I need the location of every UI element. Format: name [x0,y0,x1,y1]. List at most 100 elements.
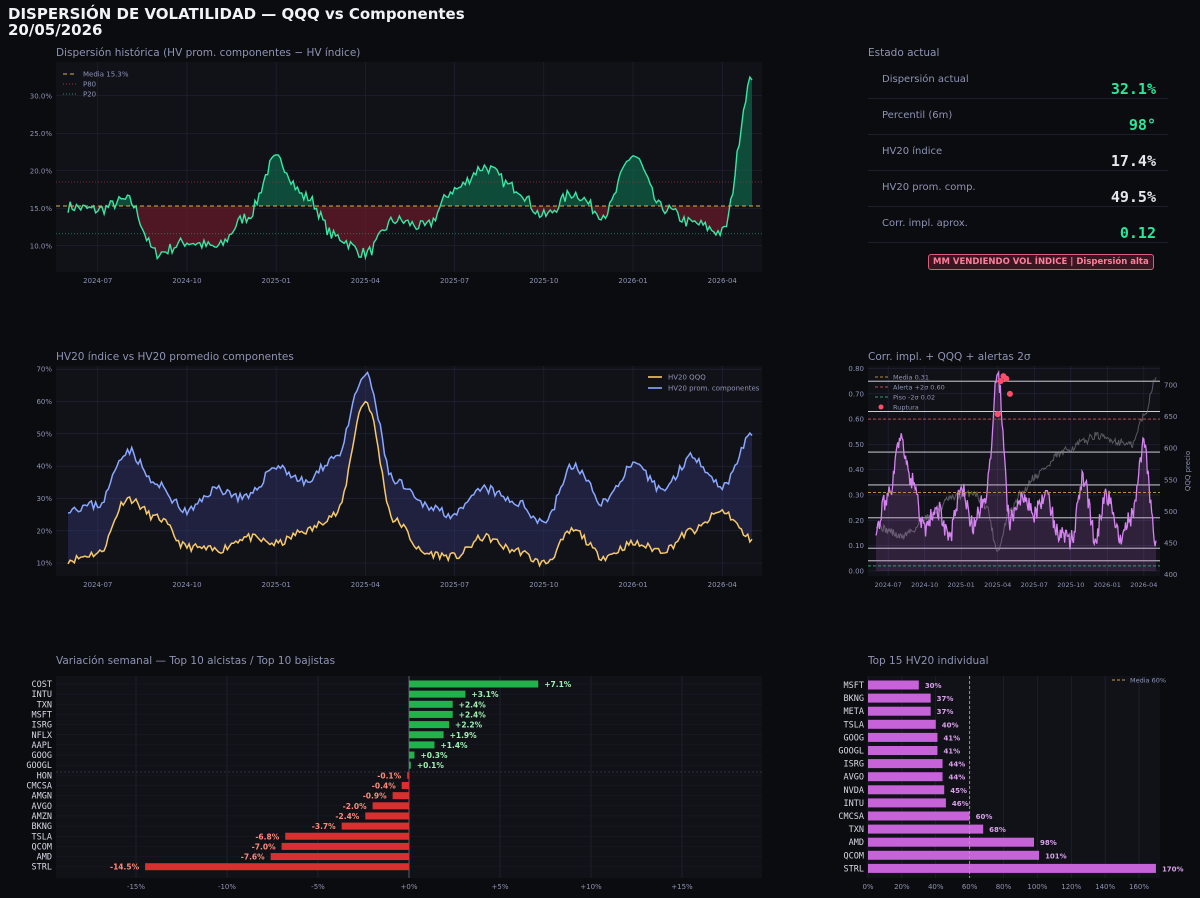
status-label: HV20 índice [882,146,943,157]
top15-category-label: AMD [849,838,864,848]
top15-value-label: 37% [937,708,954,716]
x-tick-label: 100% [1027,883,1047,891]
hv-plot-area [56,366,762,576]
y2-tick-label: 450 [1164,540,1177,548]
y2-tick-label: 600 [1164,445,1177,453]
top15-value-label: 68% [989,826,1006,834]
legend-label: Alerta +2σ 0.60 [893,384,945,392]
y-tick-label: 60% [36,398,52,406]
x-tick-label: 2025-01 [948,581,975,589]
hv-qqq-line [67,400,753,568]
top15-category-label: NVDA [844,786,864,796]
legend-label: P80 [83,81,96,89]
x-tick-label: 2025-01 [262,277,291,285]
weekly-category-label: AAPL [32,741,52,751]
top15-value-label: 46% [952,800,969,808]
top15-category-label: BKNG [844,694,864,704]
legend-label: Ruptura [893,404,919,412]
title-text: DISPERSIÓN DE VOLATILIDAD — QQQ vs Compo… [8,5,465,23]
x-tick-label: 140% [1095,883,1115,891]
top15-value-label: 44% [949,761,966,769]
y-tick-label: 0.50 [848,441,864,449]
top15-category-label: INTU [844,799,864,809]
hv-spread-band [68,372,752,566]
y2-tick-label: 700 [1164,381,1177,389]
x-tick-label: 120% [1061,883,1081,891]
x-tick-label: 2024-07 [875,581,902,589]
weekly-value-label: +3.1% [471,690,499,699]
weekly-category-label: AMZN [32,812,52,822]
status-label: HV20 prom. comp. [882,182,976,193]
legend-label: Piso -2σ 0.02 [893,394,935,402]
weekly-value-label: -7.6% [241,853,265,862]
y-tick-label: 10% [36,560,52,568]
status-divider [868,242,1168,243]
top15-value-label: 45% [950,787,967,795]
x-tick-label: 20% [894,883,910,891]
top15-value-label: 60% [976,813,993,821]
y-tick-label: 30.0% [30,92,53,100]
x-tick-label: 2025-10 [529,581,558,589]
top15-value-label: 101% [1045,852,1067,860]
weekly-bar [392,792,409,800]
corr-panel-title: Corr. impl. + QQQ + alertas 2σ [868,351,1031,363]
weekly-value-label: -14.5% [110,863,140,872]
hv-bar [868,863,1156,873]
weekly-category-label: HON [37,771,52,781]
weekly-bar [365,812,409,820]
legend-label: Media 0.31 [893,374,929,382]
weekly-category-label: TSLA [32,832,52,842]
status-value: 0.12 [1119,224,1156,242]
hv-bar [868,811,970,821]
x-tick-label: 2025-10 [529,277,558,285]
top15-category-label: GOOGL [838,747,864,757]
weekly-value-label: -7.0% [252,842,276,851]
hv-bar [868,680,919,690]
hv-bar [868,732,938,742]
top15-category-label: CMCSA [838,812,864,822]
x-tick-label: 2025-04 [351,581,381,589]
x-tick-label: 160% [1129,883,1149,891]
hv-bar [868,706,931,716]
hv-bar [868,759,943,769]
hv-bar [868,824,984,834]
hv-bar [868,785,945,795]
x-tick-label: 2025-07 [1021,581,1048,589]
x-tick-label: 2025-04 [351,277,381,285]
y-tick-label: 0.80 [848,365,864,373]
top15-value-label: 170% [1162,865,1184,873]
hv-bar [868,798,946,808]
y-tick-label: 0.00 [848,567,864,575]
top15-value-label: 41% [943,748,960,756]
title-date: 20/05/2026 [8,21,103,39]
status-divider [868,134,1168,135]
x-tick-label: 60% [962,883,978,891]
rupture-point [997,378,1004,385]
top15-category-label: META [844,707,864,717]
hv-bar [868,693,931,703]
y-tick-label: 15.0% [30,205,53,213]
weekly-value-label: -0.4% [372,782,396,791]
top15-value-label: 98% [1040,839,1057,847]
x-tick-label: 2025-07 [440,581,469,589]
weekly-bar [409,731,444,739]
top15-category-label: GOOG [844,733,864,743]
dispersion-panel-title: Dispersión histórica (HV prom. component… [56,47,361,59]
x-tick-label: -5% [311,883,325,891]
weekly-value-label: -0.1% [377,771,401,780]
weekly-bar [407,771,409,779]
weekly-bar [409,721,450,729]
weekly-bar [409,680,539,688]
top15-category-label: MSFT [844,681,864,691]
legend-label: Media 15.3% [83,71,129,79]
top15-category-label: ISRG [844,760,864,770]
dispersion-fill-below [68,206,752,259]
weekly-value-label: +0.1% [417,761,445,770]
x-tick-label: 2024-10 [911,581,938,589]
y-tick-label: 25.0% [30,130,53,138]
status-value: 98° [1128,116,1156,134]
weekly-category-label: AMD [37,853,52,863]
status-badge: MM VENDIENDO VOL ÍNDICE | Dispersión alt… [928,254,1154,270]
weekly-category-label: AMGN [32,792,52,802]
